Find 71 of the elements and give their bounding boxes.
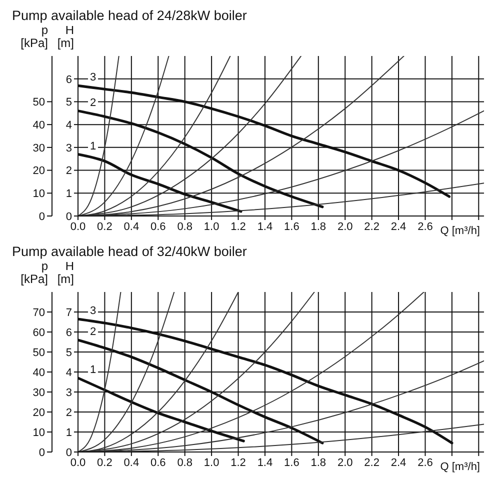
x-tick-label: 2.0 <box>337 220 353 233</box>
x-tick-label: 0.4 <box>124 456 140 469</box>
y-tick-label: 5 <box>66 346 72 359</box>
y2-tick-label: 20 <box>32 165 45 178</box>
series-label: 3 <box>90 305 96 317</box>
y-tick-label: 6 <box>66 326 72 339</box>
x-tick-label: 2.6 <box>418 456 433 469</box>
y-tick-label: 1 <box>66 426 72 439</box>
x-tick-label: 2.4 <box>390 456 406 469</box>
x-tick-label: 1.0 <box>204 220 220 233</box>
x-tick-label: 2.6 <box>418 220 433 233</box>
x-tick-label: 0.0 <box>70 456 86 469</box>
x-tick-label: 2.2 <box>364 456 380 469</box>
y-tick-label: 4 <box>66 366 72 379</box>
x-tick-label: 1.4 <box>257 456 273 469</box>
series-label: 2 <box>90 96 96 109</box>
x-tick-label: 0.8 <box>177 456 192 469</box>
y2-tick-label: 0 <box>38 210 45 223</box>
x-tick-label: 1.8 <box>310 456 326 469</box>
x-tick-label: 2.4 <box>390 220 406 233</box>
x-tick-label: 1.6 <box>284 220 300 233</box>
x-tick-label: 2.2 <box>364 220 380 233</box>
x-tick-label: 1.2 <box>230 456 246 469</box>
series-label: 3 <box>90 72 96 84</box>
x-tick-label: 0.2 <box>97 456 112 469</box>
x-axis-title: Q [m³/h] <box>440 461 480 473</box>
y2-tick-label: 10 <box>32 188 45 200</box>
y-tick-label: 6 <box>66 74 72 86</box>
y2-tick-label: 50 <box>32 346 45 359</box>
x-tick-label: 1.0 <box>204 456 220 469</box>
series-label: 1 <box>90 140 96 152</box>
chart-title: Pump available head of 32/40kW boiler <box>11 244 248 261</box>
x-tick-label: 0.6 <box>150 456 166 469</box>
y2-tick-label: 40 <box>32 366 45 379</box>
y-tick-label: 2 <box>66 165 72 178</box>
y-tick-label: 4 <box>66 119 72 132</box>
x-tick-label: 0.0 <box>70 220 86 233</box>
y2-tick-label: 10 <box>32 426 45 439</box>
y-axis-title: H [m] <box>57 259 74 286</box>
series-label: 2 <box>90 326 96 338</box>
y-tick-label: 0 <box>66 446 72 459</box>
x-tick-label: 1.2 <box>230 220 246 233</box>
x-tick-label: 0.6 <box>150 220 166 233</box>
y-tick-label: 0 <box>66 210 72 223</box>
x-tick-label: 2.0 <box>337 456 353 469</box>
x-tick-label: 0.8 <box>177 220 192 233</box>
x-axis-title: Q [m³/h] <box>440 225 480 237</box>
y-tick-label: 2 <box>66 406 72 419</box>
y2-tick-label: 0 <box>38 446 45 459</box>
y-tick-label: 3 <box>66 386 72 399</box>
y2-axis-title: p [kPa] <box>20 259 48 286</box>
y2-tick-label: 40 <box>32 119 45 132</box>
y2-tick-label: 30 <box>32 386 45 399</box>
y-tick-label: 3 <box>66 142 72 154</box>
y-axis-title: H [m] <box>57 23 74 50</box>
y-tick-label: 5 <box>66 96 72 109</box>
x-tick-label: 0.2 <box>97 220 112 233</box>
y2-tick-label: 50 <box>32 96 45 109</box>
y-tick-label: 7 <box>66 306 72 319</box>
series-label: 1 <box>90 364 96 376</box>
y2-tick-label: 70 <box>32 306 45 319</box>
x-tick-label: 0.4 <box>124 220 140 233</box>
chart-title: Pump available head of 24/28kW boiler <box>11 8 248 25</box>
y2-tick-label: 20 <box>32 406 45 419</box>
x-tick-label: 1.6 <box>284 456 300 469</box>
x-tick-label: 1.8 <box>310 220 326 233</box>
y2-axis-title: p [kPa] <box>20 23 48 50</box>
y2-tick-label: 60 <box>32 326 45 339</box>
y2-tick-label: 30 <box>32 142 45 154</box>
x-tick-label: 1.4 <box>257 220 273 233</box>
y-tick-label: 1 <box>66 188 72 200</box>
